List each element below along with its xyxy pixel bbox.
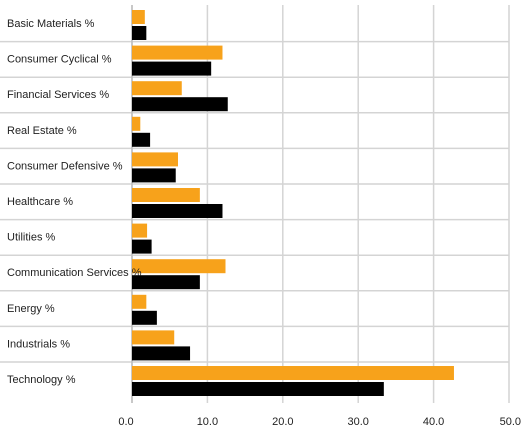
bar-series-2: [132, 204, 223, 218]
category-label: Communication Services %: [7, 267, 142, 279]
x-tick-label: 10.0: [197, 416, 218, 428]
category-label: Utilities %: [7, 232, 56, 244]
bar-series-2: [132, 97, 228, 112]
x-tick-label: 20.0: [272, 416, 293, 428]
category-label: Financial Services %: [7, 89, 109, 101]
bar-series-2: [132, 382, 384, 396]
bar-series-2: [132, 168, 176, 183]
category-label: Basic Materials %: [7, 18, 95, 30]
bar-series-2: [132, 26, 147, 40]
bar-series-1: [132, 223, 148, 238]
bar-series-2: [132, 61, 212, 76]
bar-series-2: [132, 132, 151, 147]
bar-series-1: [132, 330, 175, 345]
bar-series-1: [132, 81, 182, 96]
bar-series-1: [132, 294, 147, 309]
category-label: Consumer Cyclical %: [7, 54, 112, 66]
category-label: Consumer Defensive %: [7, 160, 123, 172]
category-label: Healthcare %: [7, 196, 73, 208]
bar-series-1: [132, 152, 178, 167]
bar-series-1: [132, 10, 145, 24]
bar-series-2: [132, 239, 152, 254]
x-tick-label: 50.0: [500, 416, 521, 428]
x-tick-label: 40.0: [423, 416, 444, 428]
bar-series-2: [132, 310, 157, 325]
category-label: Industrials %: [7, 338, 70, 350]
bar-series-1: [132, 116, 141, 131]
x-tick-label: 0.0: [118, 416, 133, 428]
x-tick-label: 30.0: [347, 416, 368, 428]
bar-series-1: [132, 45, 223, 60]
bar-series-1: [132, 259, 226, 274]
category-label: Real Estate %: [7, 125, 77, 137]
bar-series-1: [132, 188, 200, 202]
bar-series-2: [132, 275, 200, 290]
bar-series-1: [132, 366, 454, 380]
category-label: Technology %: [7, 374, 76, 386]
bar-series-2: [132, 346, 191, 361]
category-label: Energy %: [7, 303, 55, 315]
